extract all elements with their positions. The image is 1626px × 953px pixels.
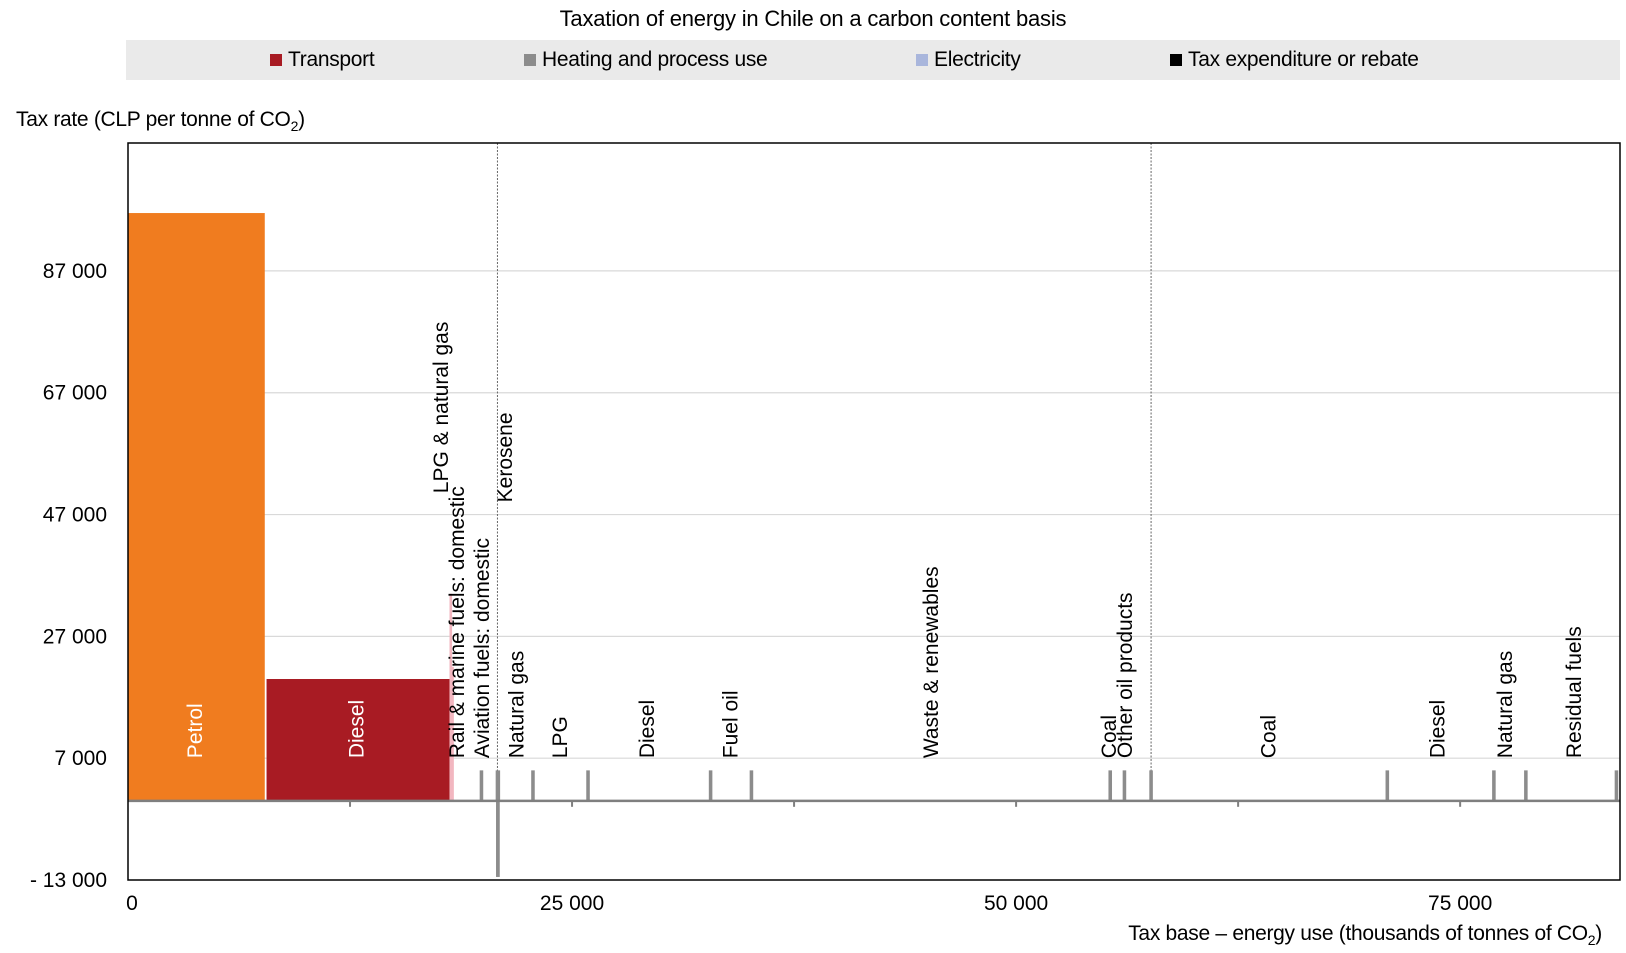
legend: Transport Heating and process use Electr… [126,40,1620,80]
bar-label: Natural gas [505,651,528,758]
bar-label: Other oil products [1114,592,1137,758]
y-tick-label: 7 000 [54,747,107,770]
bar-label: Diesel [636,700,659,758]
bar [1122,770,1127,801]
legend-label-transport: Transport [288,48,375,71]
bar [128,213,265,801]
bar-label: Diesel [1426,700,1449,758]
bar [586,770,590,801]
legend-item-transport: Transport [270,40,375,80]
legend-label-heating: Heating and process use [542,48,768,71]
bar-label: Waste & renewables [920,566,943,758]
legend-swatch-rebate [1170,54,1182,66]
x-tick-label: 0 [126,892,138,915]
bar [495,770,501,801]
bar [266,679,450,801]
x-tick-label: 75 000 [1428,892,1492,915]
bar [1524,770,1528,801]
bar [708,770,713,801]
y-tick-label: 27 000 [43,625,107,648]
legend-item-electricity: Electricity [916,40,1021,80]
y-tick-label: 67 000 [43,382,107,405]
bar-label: Petrol [184,703,207,758]
legend-label-rebate: Tax expenditure or rebate [1188,48,1419,71]
bar [451,666,454,801]
y-tick-label: 47 000 [43,504,107,527]
bar-label: LPG [549,716,572,758]
bar [531,770,535,801]
bar [496,800,500,877]
bar [1614,770,1619,801]
bar-label: LPG & natural gas [430,322,453,494]
bar-label: Coal [1258,715,1281,758]
x-tick-label: 25 000 [540,892,604,915]
bar-label: Aviation fuels: domestic [471,538,494,758]
y-axis-title: Tax rate (CLP per tonne of CO2) [16,108,305,135]
legend-swatch-transport [270,54,282,66]
legend-swatch-electricity [916,54,928,66]
x-axis-title: Tax base – energy use (thousands of tonn… [1128,922,1602,949]
legend-label-electricity: Electricity [934,48,1021,71]
chart-title: Taxation of energy in Chile on a carbon … [559,6,1067,31]
legend-item-heating: Heating and process use [524,40,768,80]
y-tick-label: 87 000 [43,260,107,283]
bar-label: Fuel oil [719,690,742,758]
bar [749,770,754,801]
legend-item-rebate: Tax expenditure or rebate [1170,40,1419,80]
bar [1108,770,1113,801]
x-tick-label: 50 000 [984,892,1048,915]
bar-label: Kerosene [494,412,517,502]
bar [1149,770,1153,801]
bar [1492,770,1496,801]
bar-label: Diesel [346,700,369,758]
bar-label: Coal [1098,715,1121,758]
bar-label: Residual fuels [1563,626,1586,758]
bar [449,593,453,801]
plot-frame [127,142,1621,881]
bar-label: Natural gas [1494,651,1517,758]
bar-label: Rail & marine fuels: domestic [446,486,469,758]
bar [1385,770,1390,801]
bar [479,770,484,801]
y-tick-label: - 13 000 [30,869,107,892]
legend-swatch-heating [524,54,536,66]
